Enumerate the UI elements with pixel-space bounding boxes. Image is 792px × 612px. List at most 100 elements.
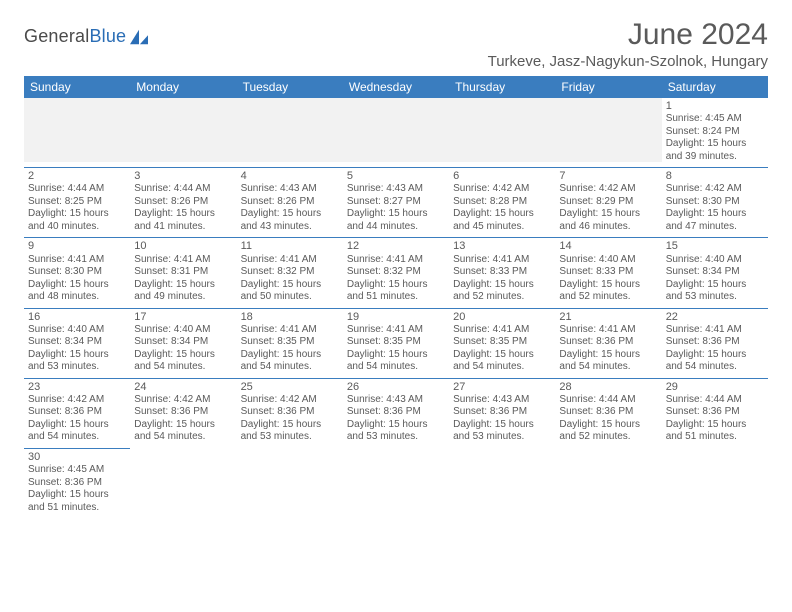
sunset-line: Sunset: 8:32 PM xyxy=(241,266,339,279)
logo-text-2: Blue xyxy=(89,26,126,46)
sunset-line: Sunset: 8:29 PM xyxy=(559,196,657,209)
calendar-cell xyxy=(449,98,555,167)
logo-sail-icon xyxy=(128,28,150,46)
calendar-cell: 17Sunrise: 4:40 AMSunset: 8:34 PMDayligh… xyxy=(130,308,236,378)
daylight-line: Daylight: 15 hours and 54 minutes. xyxy=(28,419,126,444)
sunrise-line: Sunrise: 4:41 AM xyxy=(347,324,445,337)
sunrise-line: Sunrise: 4:41 AM xyxy=(453,324,551,337)
daylight-line: Daylight: 15 hours and 49 minutes. xyxy=(134,279,232,304)
calendar-cell: 10Sunrise: 4:41 AMSunset: 8:31 PMDayligh… xyxy=(130,237,236,307)
day-number: 8 xyxy=(666,170,764,183)
logo-text: GeneralBlue xyxy=(24,26,126,47)
calendar-cell xyxy=(343,448,449,518)
daylight-line: Daylight: 15 hours and 52 minutes. xyxy=(559,419,657,444)
sunrise-line: Sunrise: 4:41 AM xyxy=(241,324,339,337)
daylight-line: Daylight: 15 hours and 50 minutes. xyxy=(241,279,339,304)
weekday-header: Thursday xyxy=(449,76,555,98)
day-number: 15 xyxy=(666,240,764,253)
day-number: 12 xyxy=(347,240,445,253)
sunrise-line: Sunrise: 4:41 AM xyxy=(134,254,232,267)
daylight-line: Daylight: 15 hours and 51 minutes. xyxy=(347,279,445,304)
daylight-line: Daylight: 15 hours and 45 minutes. xyxy=(453,208,551,233)
daylight-line: Daylight: 15 hours and 54 minutes. xyxy=(559,349,657,374)
sunset-line: Sunset: 8:28 PM xyxy=(453,196,551,209)
weekday-header: Tuesday xyxy=(237,76,343,98)
day-number: 14 xyxy=(559,240,657,253)
day-number: 28 xyxy=(559,381,657,394)
calendar-cell: 16Sunrise: 4:40 AMSunset: 8:34 PMDayligh… xyxy=(24,308,130,378)
day-number: 20 xyxy=(453,311,551,324)
daylight-line: Daylight: 15 hours and 54 minutes. xyxy=(241,349,339,374)
calendar-row: 23Sunrise: 4:42 AMSunset: 8:36 PMDayligh… xyxy=(24,378,768,448)
day-number: 26 xyxy=(347,381,445,394)
sunset-line: Sunset: 8:32 PM xyxy=(347,266,445,279)
sunset-line: Sunset: 8:24 PM xyxy=(666,126,764,139)
calendar-cell: 2Sunrise: 4:44 AMSunset: 8:25 PMDaylight… xyxy=(24,167,130,237)
sunrise-line: Sunrise: 4:43 AM xyxy=(241,183,339,196)
sunrise-line: Sunrise: 4:42 AM xyxy=(28,394,126,407)
sunset-line: Sunset: 8:35 PM xyxy=(453,336,551,349)
day-number: 5 xyxy=(347,170,445,183)
daylight-line: Daylight: 15 hours and 48 minutes. xyxy=(28,279,126,304)
daylight-line: Daylight: 15 hours and 41 minutes. xyxy=(134,208,232,233)
day-number: 22 xyxy=(666,311,764,324)
sunrise-line: Sunrise: 4:40 AM xyxy=(28,324,126,337)
day-number: 21 xyxy=(559,311,657,324)
day-number: 27 xyxy=(453,381,551,394)
calendar-cell: 13Sunrise: 4:41 AMSunset: 8:33 PMDayligh… xyxy=(449,237,555,307)
sunset-line: Sunset: 8:36 PM xyxy=(666,336,764,349)
sunrise-line: Sunrise: 4:40 AM xyxy=(666,254,764,267)
daylight-line: Daylight: 15 hours and 53 minutes. xyxy=(347,419,445,444)
calendar-cell: 8Sunrise: 4:42 AMSunset: 8:30 PMDaylight… xyxy=(662,167,768,237)
calendar-cell: 11Sunrise: 4:41 AMSunset: 8:32 PMDayligh… xyxy=(237,237,343,307)
daylight-line: Daylight: 15 hours and 54 minutes. xyxy=(666,349,764,374)
month-title: June 2024 xyxy=(488,18,768,51)
calendar-cell: 7Sunrise: 4:42 AMSunset: 8:29 PMDaylight… xyxy=(555,167,661,237)
sunrise-line: Sunrise: 4:44 AM xyxy=(134,183,232,196)
calendar-cell: 20Sunrise: 4:41 AMSunset: 8:35 PMDayligh… xyxy=(449,308,555,378)
calendar-cell: 1Sunrise: 4:45 AMSunset: 8:24 PMDaylight… xyxy=(662,98,768,167)
sunrise-line: Sunrise: 4:42 AM xyxy=(453,183,551,196)
day-number: 29 xyxy=(666,381,764,394)
sunrise-line: Sunrise: 4:44 AM xyxy=(28,183,126,196)
daylight-line: Daylight: 15 hours and 39 minutes. xyxy=(666,138,764,163)
day-number: 16 xyxy=(28,311,126,324)
calendar-cell: 26Sunrise: 4:43 AMSunset: 8:36 PMDayligh… xyxy=(343,378,449,448)
day-number: 17 xyxy=(134,311,232,324)
calendar-cell: 23Sunrise: 4:42 AMSunset: 8:36 PMDayligh… xyxy=(24,378,130,448)
day-number: 25 xyxy=(241,381,339,394)
weekday-header: Monday xyxy=(130,76,236,98)
sunset-line: Sunset: 8:36 PM xyxy=(28,406,126,419)
calendar-cell: 12Sunrise: 4:41 AMSunset: 8:32 PMDayligh… xyxy=(343,237,449,307)
weekday-header: Friday xyxy=(555,76,661,98)
sunset-line: Sunset: 8:27 PM xyxy=(347,196,445,209)
calendar-row: 2Sunrise: 4:44 AMSunset: 8:25 PMDaylight… xyxy=(24,167,768,237)
calendar-cell: 9Sunrise: 4:41 AMSunset: 8:30 PMDaylight… xyxy=(24,237,130,307)
day-number: 19 xyxy=(347,311,445,324)
daylight-line: Daylight: 15 hours and 47 minutes. xyxy=(666,208,764,233)
calendar-cell xyxy=(237,448,343,518)
sunset-line: Sunset: 8:30 PM xyxy=(28,266,126,279)
daylight-line: Daylight: 15 hours and 43 minutes. xyxy=(241,208,339,233)
day-number: 11 xyxy=(241,240,339,253)
logo: GeneralBlue xyxy=(24,26,150,47)
calendar-table: Sunday Monday Tuesday Wednesday Thursday… xyxy=(24,76,768,518)
sunrise-line: Sunrise: 4:41 AM xyxy=(453,254,551,267)
daylight-line: Daylight: 15 hours and 53 minutes. xyxy=(666,279,764,304)
calendar-cell xyxy=(449,448,555,518)
sunrise-line: Sunrise: 4:43 AM xyxy=(453,394,551,407)
sunset-line: Sunset: 8:26 PM xyxy=(241,196,339,209)
sunset-line: Sunset: 8:36 PM xyxy=(347,406,445,419)
calendar-cell: 14Sunrise: 4:40 AMSunset: 8:33 PMDayligh… xyxy=(555,237,661,307)
logo-text-1: General xyxy=(24,26,89,46)
day-number: 13 xyxy=(453,240,551,253)
sunset-line: Sunset: 8:36 PM xyxy=(241,406,339,419)
sunset-line: Sunset: 8:36 PM xyxy=(559,406,657,419)
daylight-line: Daylight: 15 hours and 51 minutes. xyxy=(666,419,764,444)
daylight-line: Daylight: 15 hours and 46 minutes. xyxy=(559,208,657,233)
sunset-line: Sunset: 8:35 PM xyxy=(347,336,445,349)
daylight-line: Daylight: 15 hours and 54 minutes. xyxy=(453,349,551,374)
sunset-line: Sunset: 8:34 PM xyxy=(134,336,232,349)
sunset-line: Sunset: 8:36 PM xyxy=(559,336,657,349)
sunset-line: Sunset: 8:36 PM xyxy=(666,406,764,419)
